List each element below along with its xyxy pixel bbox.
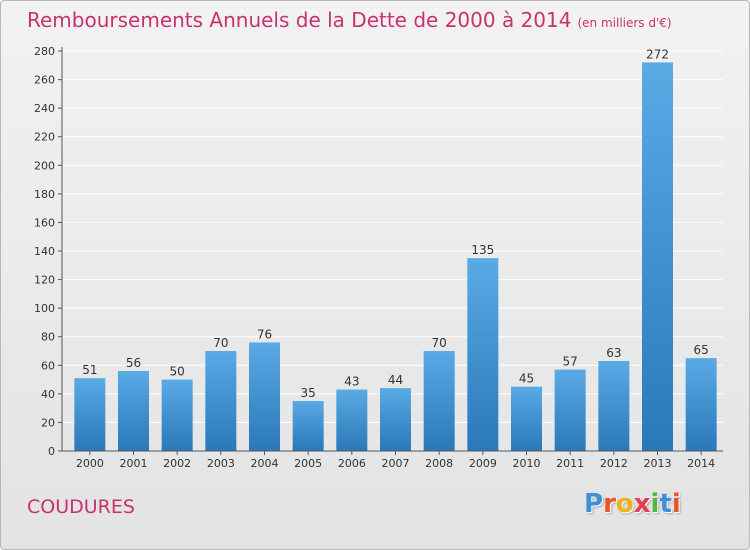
x-tick-label: 2009 [469,457,497,470]
bar-2002 [161,379,193,451]
bar-2004 [249,342,280,451]
y-tick-label: 0 [48,445,55,458]
y-tick-label: 20 [41,416,55,429]
x-tick-label: 2013 [644,457,672,470]
x-tick-label: 2014 [687,457,715,470]
x-tick-label: 2010 [513,457,541,470]
bar-2000 [74,378,106,451]
x-tick-label: 2008 [425,457,453,470]
y-tick-label: 160 [34,216,55,229]
bar-value-label: 50 [170,365,185,379]
bar-value-label: 44 [388,373,403,387]
logo-letter: t [659,489,672,519]
bar-2008 [423,351,455,451]
bar-2005 [292,401,324,451]
bar-value-label: 76 [257,327,272,341]
bar-value-label: 70 [213,336,228,350]
y-tick-label: 60 [41,359,55,372]
bar-value-label: 272 [646,47,669,61]
y-tick-label: 200 [34,159,55,172]
logo-letter: r [603,489,616,519]
bar-2006 [336,389,368,451]
y-tick-label: 240 [34,102,55,115]
x-tick-label: 2004 [251,457,279,470]
bar-2012 [598,361,630,451]
bar-2011 [554,369,586,451]
bar-value-label: 70 [432,336,447,350]
bar-value-label: 51 [82,363,97,377]
bar-value-label: 43 [344,375,359,389]
y-tick-label: 80 [41,331,55,344]
logo-letter: P [584,489,604,519]
bar-value-label: 135 [471,243,494,257]
x-tick-label: 2003 [207,457,235,470]
bar-value-label: 57 [563,355,578,369]
x-tick-label: 2005 [294,457,322,470]
town-name: COUDURES [27,496,135,518]
chart-subtitle: (en milliers d'€) [577,16,672,30]
chart-title: Remboursements Annuels de la Dette de 20… [27,8,672,32]
bar-value-label: 65 [694,343,709,357]
x-tick-label: 2001 [120,457,148,470]
bar-layer [74,62,717,452]
bar-2010 [511,386,542,451]
x-tick-label: 2012 [600,457,628,470]
bar-2007 [380,388,411,451]
bar-2009 [467,258,499,451]
x-tick-label: 2011 [556,457,584,470]
bar-value-label: 56 [126,356,141,370]
x-tick-label: 2007 [382,457,410,470]
y-tick-label: 100 [34,302,55,315]
bar-2003 [205,351,237,451]
bar-2001 [118,371,149,451]
bar-value-label: 45 [519,372,534,386]
bar-2014 [685,358,717,451]
y-tick-label: 120 [34,274,55,287]
x-tick-label: 2006 [338,457,366,470]
x-tick-label: 2002 [163,457,191,470]
logo-letter: x [633,489,651,519]
proxiti-logo: Proxiti [584,489,681,519]
y-tick-label: 260 [34,74,55,87]
bar-value-label: 63 [606,346,621,360]
y-tick-label: 220 [34,131,55,144]
x-tick-label: 2000 [76,457,104,470]
y-tick-label: 40 [41,388,55,401]
y-tick-label: 140 [34,245,55,258]
label-layer: 51 2000 56 2001 50 2002 70 2003 76 2004 35 2005 43 20… [76,47,715,470]
bar-value-label: 35 [301,386,316,400]
logo-letter: i [650,489,660,519]
y-tick-label: 180 [34,188,55,201]
axis-layer: 0 20 40 60 80 100 120 140 160 180 200 220 240 260 280 [34,45,723,458]
logo-letter: o [615,489,634,519]
y-tick-label: 280 [34,45,55,58]
bar-2013 [642,62,673,452]
logo-letter: i [671,489,681,519]
chart-title-text: Remboursements Annuels de la Dette de 20… [27,8,572,32]
